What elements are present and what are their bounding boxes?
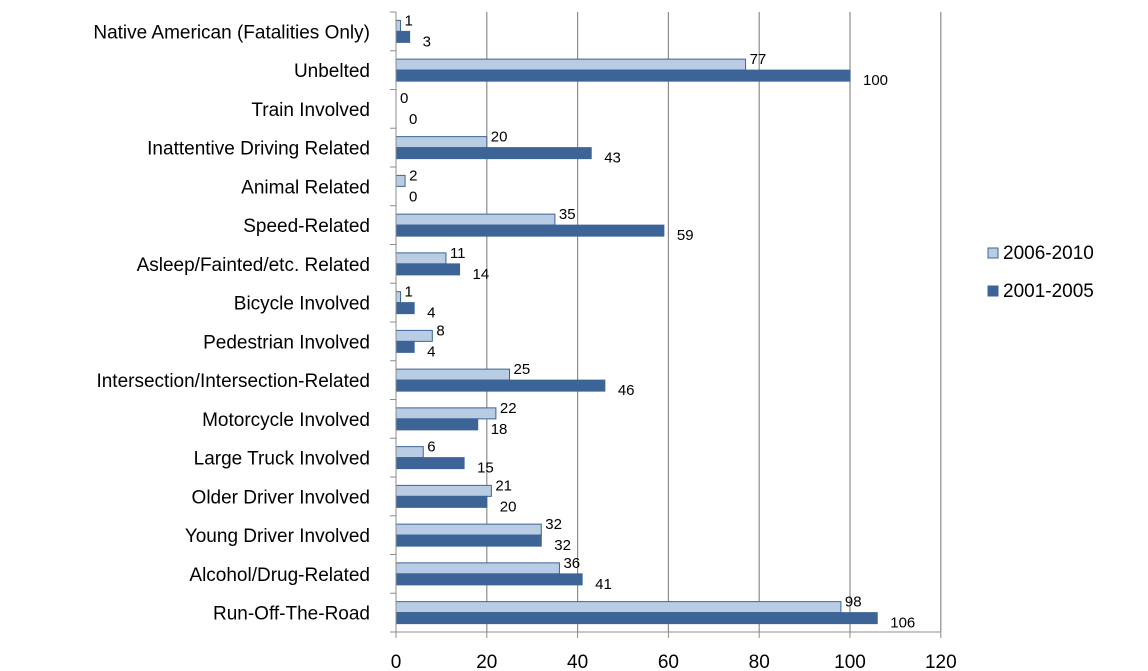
- x-tick-label: 0: [391, 652, 402, 671]
- data-label-2006-2010: 32: [545, 516, 562, 533]
- category-label: Animal Related: [241, 177, 370, 198]
- bar-2006-2010: [395, 291, 402, 304]
- bar-2006-2010: [395, 407, 497, 420]
- bar-2001-2005: [395, 612, 878, 625]
- x-tick-label: 40: [567, 652, 588, 671]
- bar-2001-2005: [395, 534, 542, 547]
- data-label-2006-2010: 36: [563, 555, 580, 572]
- category-label: Motorcycle Involved: [202, 410, 370, 431]
- data-label-2001-2005: 100: [863, 72, 888, 89]
- category-label: Run-Off-The-Road: [213, 604, 370, 625]
- bar-2001-2005: [395, 30, 411, 43]
- category-label: Unbelted: [294, 61, 370, 82]
- data-labels: 1377100002043203559111414842546221861521…: [400, 12, 915, 631]
- data-label-2001-2005: 59: [677, 227, 694, 244]
- bar-2001-2005: [395, 340, 415, 353]
- bar-2006-2010: [395, 329, 433, 342]
- bar-2006-2010: [395, 58, 747, 71]
- data-label-2001-2005: 18: [491, 421, 508, 438]
- category-label: Intersection/Intersection-Related: [96, 371, 370, 392]
- bar-2001-2005: [395, 302, 415, 315]
- data-label-2001-2005: 3: [423, 33, 431, 50]
- data-label-2001-2005: 32: [554, 537, 571, 554]
- x-tick-label: 100: [834, 652, 866, 671]
- legend-swatch-2001-2005: [987, 285, 999, 297]
- data-label-2001-2005: 0: [409, 111, 417, 128]
- category-label: Asleep/Fainted/etc. Related: [137, 255, 370, 276]
- x-tick-label: 60: [658, 652, 679, 671]
- data-label-2006-2010: 35: [559, 206, 576, 223]
- category-label: Speed-Related: [243, 216, 370, 237]
- data-label-2001-2005: 41: [595, 576, 612, 593]
- data-label-2001-2005: 4: [427, 343, 435, 360]
- data-label-2001-2005: 15: [477, 460, 494, 477]
- category-label: Young Driver Involved: [185, 526, 370, 547]
- bar-2001-2005: [395, 69, 851, 82]
- category-label: Pedestrian Involved: [203, 332, 370, 353]
- bar-2006-2010: [395, 213, 556, 226]
- category-label: Older Driver Involved: [192, 487, 370, 508]
- bar-2001-2005: [395, 263, 461, 276]
- data-label-2001-2005: 46: [618, 382, 635, 399]
- bar-2006-2010: [395, 368, 510, 381]
- bar-2006-2010: [395, 136, 488, 149]
- x-tick-label: 80: [749, 652, 770, 671]
- legend-swatch-2006-2010: [987, 247, 999, 259]
- data-label-2006-2010: 1: [405, 12, 413, 29]
- category-label: Alcohol/Drug-Related: [189, 565, 370, 586]
- bar-2006-2010: [395, 523, 542, 536]
- category-label: Native American (Fatalities Only): [93, 22, 370, 43]
- bars: [395, 19, 878, 625]
- bar-2006-2010: [395, 601, 842, 614]
- bar-2006-2010: [395, 174, 406, 187]
- bar-2006-2010: [395, 562, 560, 575]
- data-label-2001-2005: 0: [409, 188, 417, 205]
- bar-2001-2005: [395, 457, 465, 470]
- data-label-2006-2010: 77: [750, 51, 767, 68]
- data-label-2006-2010: 2: [409, 167, 417, 184]
- data-label-2006-2010: 25: [514, 361, 531, 378]
- data-label-2001-2005: 43: [604, 150, 621, 167]
- category-label: Large Truck Involved: [194, 449, 370, 470]
- bar-2001-2005: [395, 224, 665, 237]
- bar-2006-2010: [395, 19, 402, 32]
- bar-2001-2005: [395, 495, 488, 508]
- data-label-2006-2010: 1: [405, 284, 413, 301]
- bar-2001-2005: [395, 147, 592, 160]
- data-label-2006-2010: 98: [845, 594, 862, 611]
- data-label-2001-2005: 106: [890, 615, 915, 632]
- data-label-2006-2010: 8: [436, 322, 444, 339]
- data-label-2001-2005: 14: [473, 266, 490, 283]
- bar-2001-2005: [395, 573, 583, 586]
- bar-2001-2005: [395, 379, 606, 392]
- bar-2006-2010: [395, 484, 492, 497]
- x-tick-label: 120: [925, 652, 957, 671]
- legend-label-2006-2010: 2006-2010: [1003, 243, 1094, 264]
- data-label-2001-2005: 20: [500, 498, 517, 515]
- category-label: Train Involved: [251, 100, 370, 121]
- data-label-2001-2005: 4: [427, 305, 435, 322]
- legend: 2006-2010 2001-2005: [987, 243, 1094, 302]
- category-label: Inattentive Driving Related: [147, 139, 370, 160]
- bar-2006-2010: [395, 446, 424, 459]
- legend-label-2001-2005: 2001-2005: [1003, 281, 1094, 302]
- data-label-2006-2010: 20: [491, 129, 508, 146]
- bar-2006-2010: [395, 252, 447, 265]
- data-label-2006-2010: 0: [400, 90, 408, 107]
- bar-2001-2005: [395, 418, 479, 431]
- data-label-2006-2010: 22: [500, 400, 517, 417]
- data-label-2006-2010: 11: [450, 245, 466, 262]
- data-label-2006-2010: 21: [495, 477, 512, 494]
- data-label-2006-2010: 6: [427, 439, 435, 456]
- x-tick-label: 20: [476, 652, 497, 671]
- category-label: Bicycle Involved: [234, 294, 370, 315]
